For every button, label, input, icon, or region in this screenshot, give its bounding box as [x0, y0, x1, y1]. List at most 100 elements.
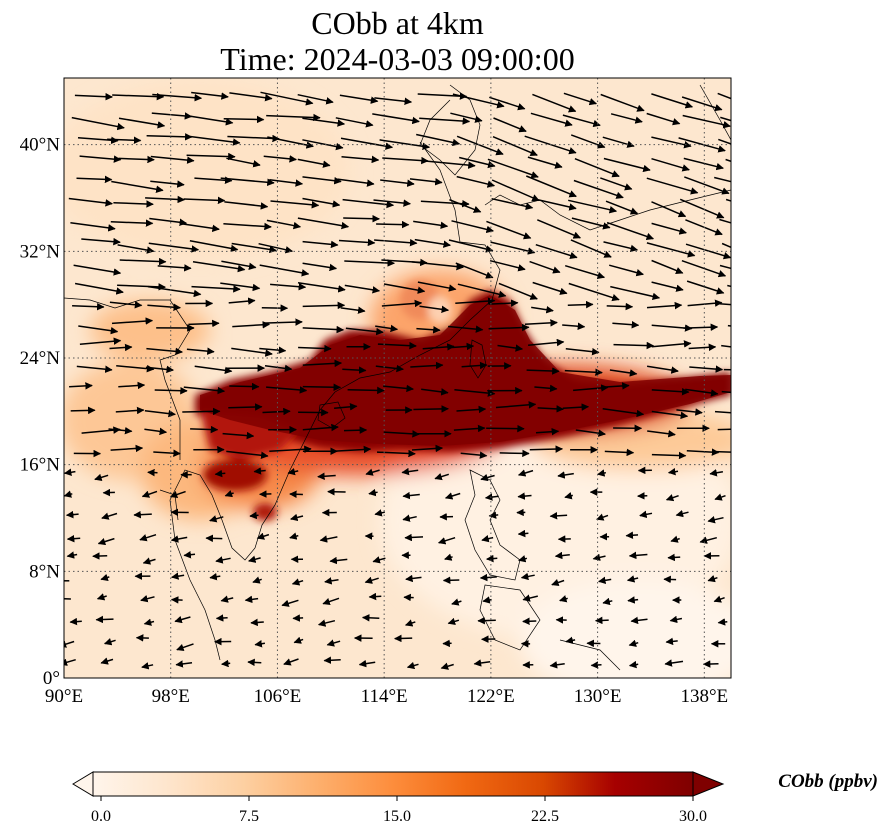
colorbar-label: CObb (ppbv) [778, 771, 878, 792]
wind-arrow [627, 596, 639, 604]
wind-arrow [610, 113, 643, 124]
lat-tick-label: 40°N [20, 135, 61, 156]
wind-arrow [365, 468, 380, 476]
wind-arrow [205, 534, 223, 543]
wind-arrow [491, 197, 534, 210]
wind-arrow [183, 386, 226, 395]
wind-arrow [564, 264, 606, 280]
wind-arrow [489, 96, 526, 111]
wind-arrow [79, 155, 122, 163]
wind-arrow [480, 473, 495, 482]
wind-arrow [459, 156, 496, 169]
wind-arrow [628, 639, 639, 647]
wind-arrow [675, 509, 689, 518]
wind-arrow [221, 260, 257, 270]
wind-arrow [460, 451, 488, 459]
wind-arrow [610, 285, 661, 301]
wind-arrow [421, 388, 449, 396]
wind-arrow [646, 112, 681, 126]
wind-arrow [667, 553, 681, 562]
wind-arrow [111, 317, 154, 325]
wind-arrow [417, 281, 457, 292]
wind-arrow [338, 238, 376, 247]
wind-arrow [223, 222, 272, 231]
wind-arrow [600, 93, 645, 112]
wind-arrow [146, 347, 183, 356]
lon-tick-label: 138°E [680, 686, 728, 707]
wind-arrow [416, 326, 441, 334]
wind-arrow [598, 576, 612, 585]
wind-arrow [335, 445, 372, 454]
wind-arrow [100, 657, 114, 665]
wind-arrow [646, 365, 679, 374]
wind-arrow [139, 533, 157, 542]
wind-arrow [686, 280, 725, 295]
colorbar-tick-label: 15.0 [383, 808, 411, 825]
wind-arrow [176, 643, 194, 652]
wind-arrow [323, 656, 341, 664]
wind-arrow [214, 469, 226, 478]
wind-arrow [688, 343, 717, 352]
map-frame [63, 77, 732, 679]
wind-arrow [534, 384, 558, 393]
wind-arrow [406, 661, 419, 670]
wind-arrow [373, 199, 411, 207]
wind-arrow [66, 551, 78, 559]
wind-vectors [64, 91, 731, 670]
wind-arrow [596, 513, 609, 521]
wind-arrow [670, 535, 680, 543]
wind-arrow [224, 490, 234, 498]
wind-arrow [151, 112, 193, 120]
wind-arrow [118, 381, 146, 390]
wind-arrow [289, 532, 299, 540]
wind-arrow [302, 383, 342, 392]
wind-arrow [482, 596, 492, 604]
wind-arrow [256, 532, 270, 540]
wind-arrow [434, 473, 450, 481]
wind-arrow [448, 239, 494, 253]
wind-arrow [709, 469, 724, 477]
wind-arrow [714, 410, 731, 414]
wind-arrow [451, 598, 462, 606]
wind-arrow [678, 137, 726, 153]
wind-arrow [157, 264, 192, 272]
wind-arrow [113, 200, 154, 208]
wind-arrow [302, 359, 343, 368]
wind-arrow [376, 220, 410, 229]
wind-arrow [220, 282, 261, 292]
wind-arrow [527, 156, 563, 169]
wind-arrow [554, 551, 570, 560]
wind-arrow [107, 136, 142, 145]
wind-arrow [597, 469, 607, 477]
wind-arrow [526, 175, 577, 198]
wind-arrow [707, 516, 724, 524]
wind-arrow [317, 619, 336, 627]
wind-arrow [186, 347, 215, 355]
wind-arrow [646, 242, 696, 258]
wind-arrow [606, 221, 655, 241]
wind-arrow [66, 534, 81, 543]
wind-arrow [602, 136, 635, 148]
wind-arrow [141, 490, 158, 498]
wind-arrow [520, 572, 535, 581]
wind-arrow [537, 405, 564, 413]
wind-arrow [549, 512, 568, 520]
wind-arrow [339, 94, 379, 104]
wind-arrow [262, 318, 303, 326]
wind-arrow [153, 449, 181, 457]
wind-arrow [714, 493, 726, 501]
wind-arrow [402, 514, 417, 522]
gridlines [64, 78, 731, 678]
wind-arrow [630, 616, 648, 625]
wind-arrow [337, 178, 375, 187]
wind-arrow [681, 96, 723, 112]
wind-arrow [574, 158, 620, 178]
wind-arrow [110, 444, 144, 453]
lon-tick-label: 106°E [254, 686, 302, 707]
wind-arrow [150, 155, 195, 164]
wind-arrow [115, 406, 145, 415]
wind-arrow [681, 259, 727, 278]
wind-arrow [302, 325, 345, 334]
wind-arrow [486, 220, 532, 240]
wind-arrow [259, 264, 310, 277]
